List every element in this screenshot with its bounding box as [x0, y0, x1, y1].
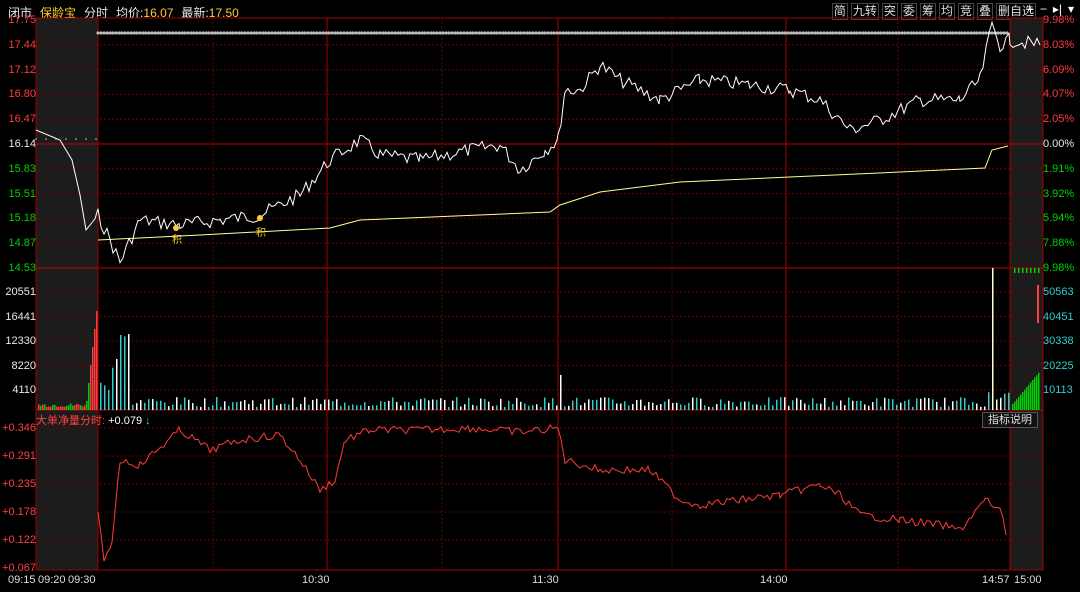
- price-tick-label: 17.75: [8, 14, 36, 26]
- price-tick-label: 14.53: [8, 262, 36, 274]
- pct-tick-label: 0.00%: [1043, 138, 1075, 150]
- time-tick-label: 14:57: [982, 574, 1010, 586]
- tool-simple-button[interactable]: 简: [831, 3, 848, 20]
- indicator-name: 大单净量分时:: [36, 415, 106, 427]
- volume-tick-label: 50563: [1043, 286, 1074, 298]
- volume-tick-label: 16441: [5, 310, 36, 323]
- chart-toolbar: 简 九转 突 委 筹 均 竞 叠 删自选: [831, 3, 1036, 20]
- time-tick-label: 09:20: [38, 574, 66, 586]
- volume-tick-label: 4110: [12, 384, 36, 396]
- auction-dots: [35, 31, 1009, 140]
- tool-overlay-button[interactable]: 叠: [976, 3, 993, 20]
- signal-mark[interactable]: 积: [256, 228, 266, 239]
- price-tick-label: 14.87: [8, 237, 36, 250]
- chevron-down-icon[interactable]: ▾: [1067, 2, 1074, 16]
- tool-average-button[interactable]: 均: [938, 3, 955, 20]
- chart-mode: 分时: [84, 6, 109, 20]
- tool-auction-button[interactable]: 竞: [957, 3, 974, 20]
- volume-tick-label: 10113: [1043, 384, 1073, 396]
- zoom-in-icon[interactable]: +: [1026, 2, 1034, 16]
- quote-header: 闭市 保龄宝 分时 均价:16.07 最新:17.50 简 九转 突 委 筹 均…: [0, 0, 1080, 22]
- price-tick-label: 15.51: [8, 187, 36, 200]
- volume-tick-label: 8220: [11, 359, 36, 372]
- market-status: 闭市: [8, 6, 33, 20]
- volume-tick-label: 40451: [1043, 310, 1074, 323]
- price-tick-label: 17.44: [8, 38, 36, 51]
- tool-order-button[interactable]: 委: [900, 3, 917, 20]
- time-tick-label: 09:30: [68, 574, 96, 586]
- stock-name[interactable]: 保龄宝: [40, 6, 77, 20]
- window-controls: + − ▸| ▾: [1027, 2, 1074, 16]
- pre-market-shade: [36, 18, 98, 570]
- signal-dot: [173, 225, 179, 231]
- price-tick-label: 16.14: [8, 138, 36, 150]
- tool-chip-button[interactable]: 筹: [919, 3, 936, 20]
- signal-dot: [257, 215, 263, 221]
- panel-separators: [36, 18, 1043, 570]
- volume-tick-label: 20551: [5, 286, 36, 298]
- price-tick-label: 17.12: [8, 63, 36, 76]
- volume-tick-label: 20225: [1043, 359, 1074, 372]
- arrow-down-icon: ↓: [145, 415, 151, 427]
- indicator-help-button[interactable]: 指标说明: [982, 412, 1038, 428]
- avg-price-value: 16.07: [143, 6, 174, 20]
- pct-tick-label: 4.07%: [1043, 88, 1075, 101]
- indicator-value: +0.079: [108, 415, 143, 427]
- chart-frame: [35, 17, 1044, 571]
- pct-tick-label: 5.94%: [1043, 212, 1075, 225]
- price-tick-label: 16.80: [8, 88, 36, 101]
- time-tick-label: 11:30: [532, 574, 559, 586]
- net-tick-label: +0.235: [2, 478, 36, 490]
- pct-tick-label: 9.98%: [1043, 262, 1075, 274]
- volume-bars: [38, 268, 1040, 410]
- pct-tick-label: 7.88%: [1043, 237, 1075, 250]
- indicator-label: 大单净量分时: +0.079 ↓: [36, 412, 151, 428]
- time-tick-label: 15:00: [1014, 574, 1042, 586]
- volume-tick-label: 30338: [1043, 335, 1074, 347]
- net-tick-label: +0.346: [2, 422, 36, 434]
- net-volume-line: [97, 424, 1007, 562]
- price-tick-label: 15.18: [8, 212, 36, 225]
- net-tick-label: +0.178: [2, 506, 36, 518]
- sound-icon[interactable]: ▸|: [1052, 2, 1062, 16]
- last-price-value: 17.50: [208, 6, 239, 20]
- pct-tick-label: 8.03%: [1043, 38, 1075, 51]
- price-tick-label: 15.83: [8, 162, 36, 175]
- signal-mark[interactable]: 积: [172, 235, 182, 246]
- grid: [36, 18, 1043, 570]
- zoom-out-icon[interactable]: −: [1039, 2, 1047, 16]
- volume-tick-label: 12330: [5, 335, 36, 347]
- time-tick-label: 14:00: [760, 574, 788, 586]
- net-tick-label: +0.291: [2, 450, 36, 462]
- time-tick-label: 09:15: [8, 574, 36, 586]
- tool-breakout-button[interactable]: 突: [881, 3, 898, 20]
- price-tick-label: 16.47: [8, 113, 36, 126]
- last-price-label: 最新:: [181, 6, 209, 20]
- pct-tick-label: 6.09%: [1043, 63, 1075, 76]
- pct-tick-label: 3.92%: [1043, 187, 1075, 200]
- avg-price-line: [97, 145, 1009, 241]
- pct-tick-label: 2.05%: [1043, 113, 1075, 126]
- time-tick-label: 10:30: [302, 574, 330, 586]
- net-tick-label: +0.122: [2, 534, 36, 546]
- pct-tick-label: 1.91%: [1043, 162, 1075, 175]
- tool-nine-turn-button[interactable]: 九转: [850, 3, 879, 20]
- pct-tick-label: 9.98%: [1043, 14, 1075, 26]
- price-line: [35, 20, 1041, 264]
- avg-price-label: 均价:: [116, 6, 144, 20]
- net-tick-label: +0.067: [2, 562, 36, 574]
